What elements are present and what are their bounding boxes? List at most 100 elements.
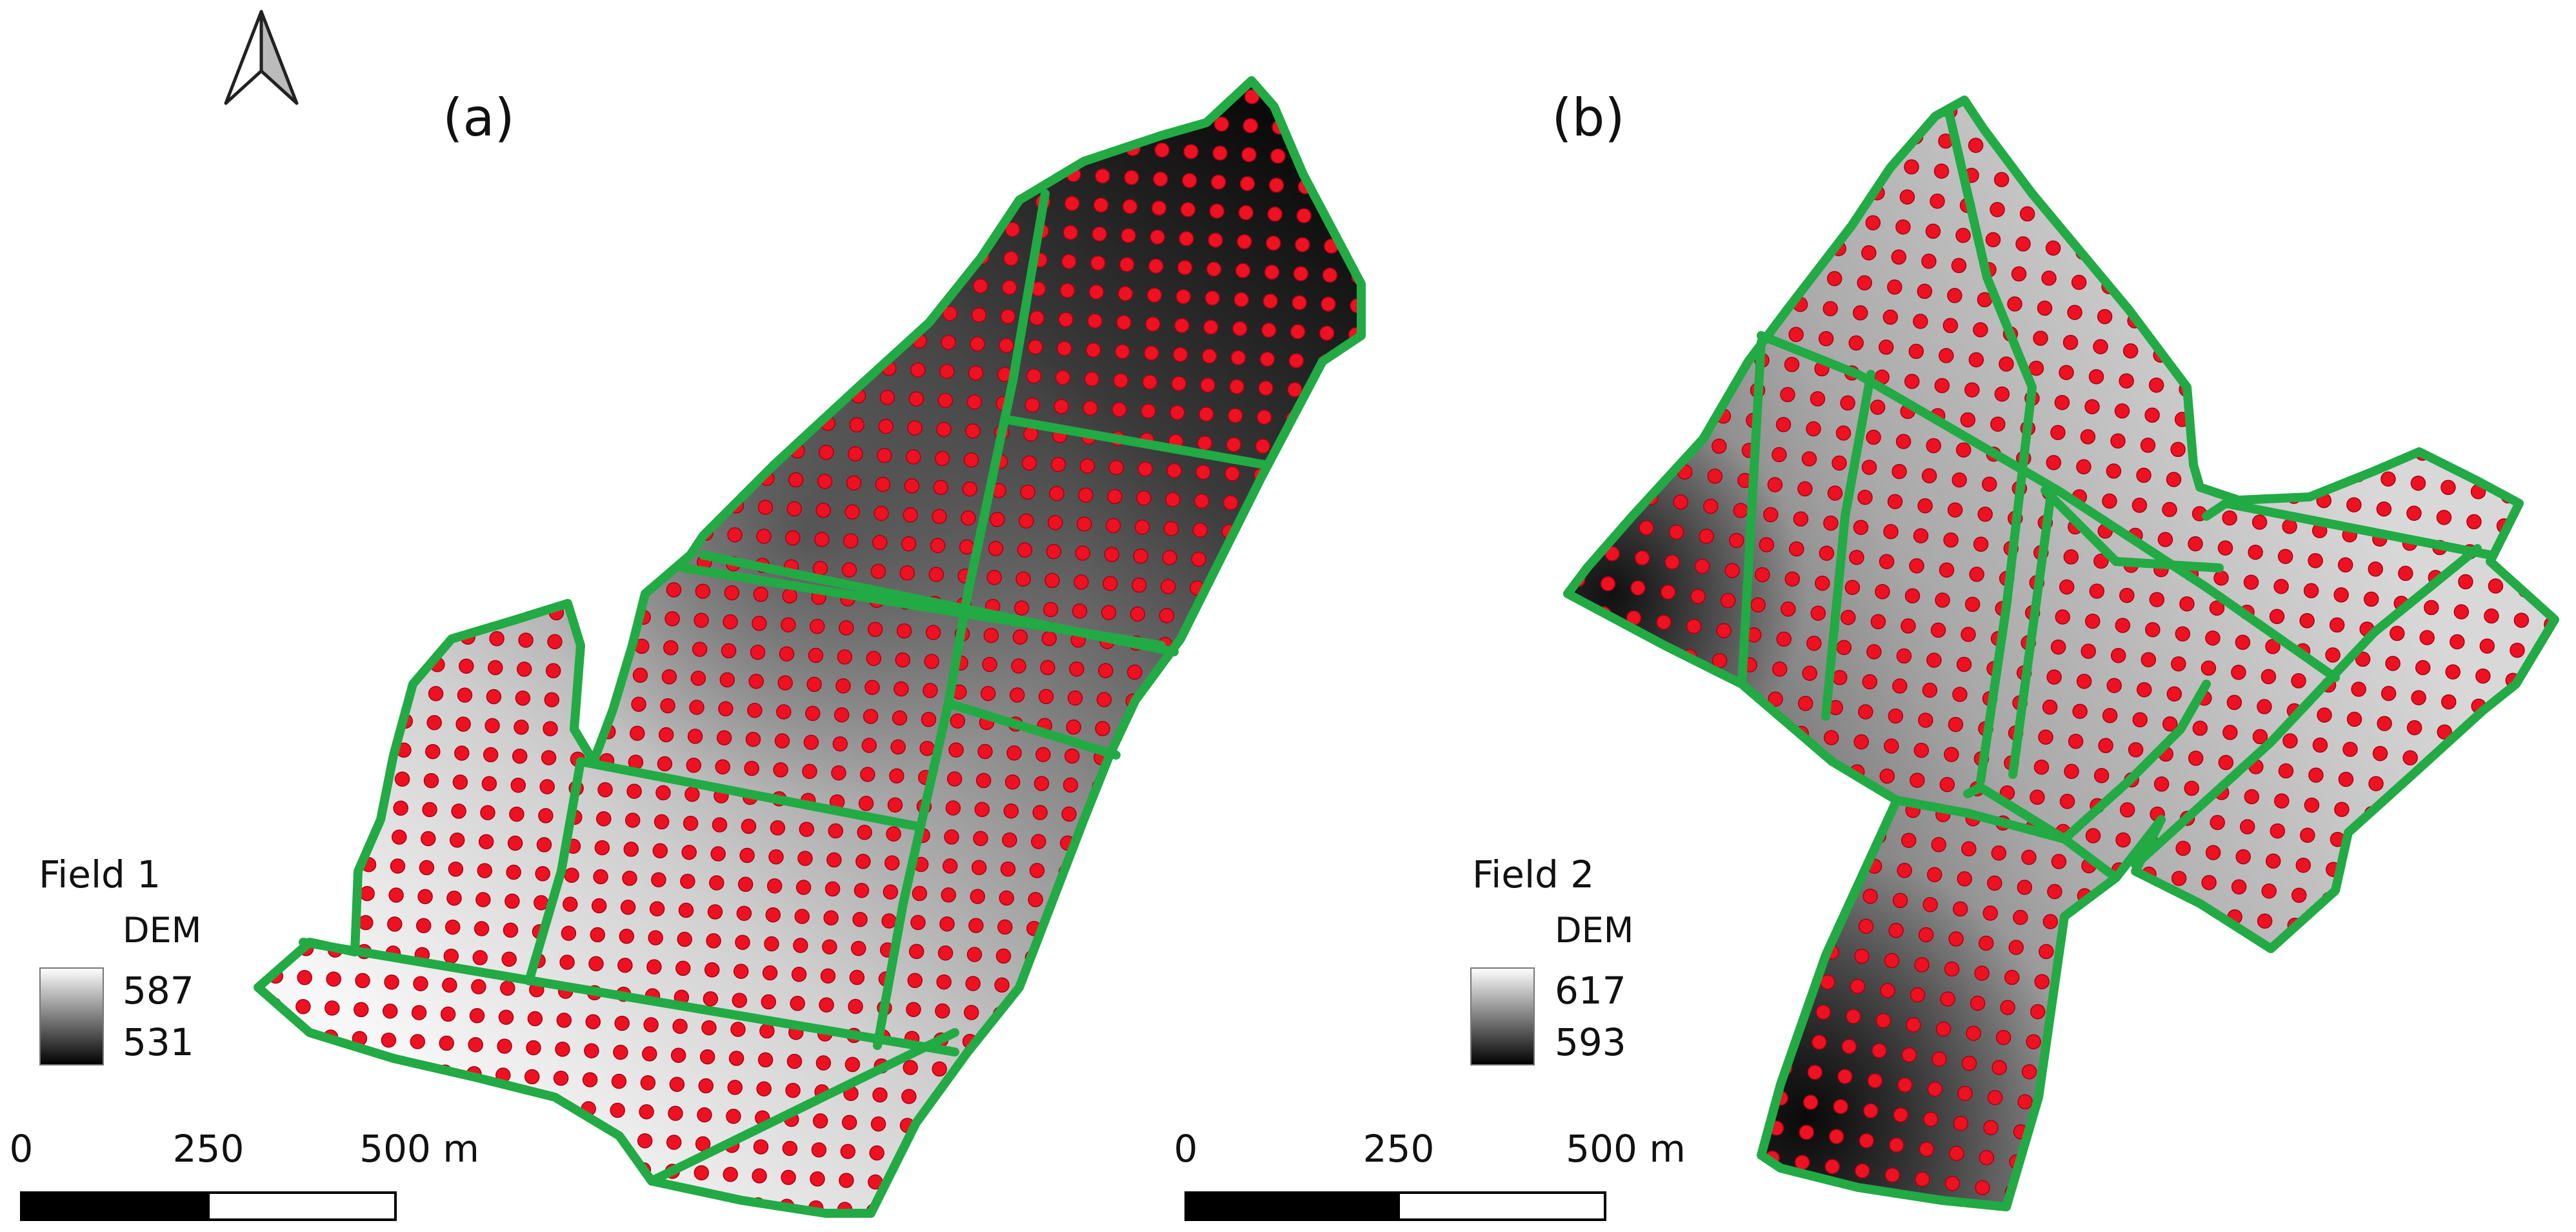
sample-point — [1191, 551, 1206, 567]
legend-ramp-2 — [1470, 967, 1535, 1065]
sample-point — [701, 1020, 717, 1036]
sample-point — [861, 738, 877, 753]
sample-point — [1328, 151, 1344, 167]
sample-point — [674, 437, 690, 452]
sample-point — [730, 469, 746, 485]
sample-point — [288, 591, 303, 607]
sample-point — [765, 907, 781, 923]
sample-point — [1145, 869, 1161, 885]
sample-point — [2358, 192, 2374, 208]
sample-point — [1200, 930, 1216, 945]
sample-point — [2212, 141, 2228, 157]
sample-point — [903, 507, 918, 523]
sample-point — [604, 85, 621, 100]
sample-point — [1334, 1140, 1350, 1156]
sample-point — [1040, 107, 1055, 123]
sample-point — [2535, 462, 2550, 478]
sample-point — [2398, 565, 2413, 581]
sample-point — [1233, 292, 1249, 308]
sample-point — [411, 452, 427, 468]
sample-point — [1583, 696, 1599, 712]
sample-point — [849, 417, 864, 433]
sample-point — [712, 817, 728, 833]
sample-point — [1346, 909, 1361, 924]
sample-point — [670, 1047, 686, 1063]
sample-point — [1861, 459, 1877, 475]
sample-point — [2308, 552, 2323, 569]
sample-point — [2424, 600, 2439, 616]
sample-point — [1896, 648, 1912, 664]
sample-point — [1781, 601, 1796, 617]
sample-point — [306, 796, 322, 811]
sample-point — [1009, 687, 1025, 703]
sample-point — [336, 768, 352, 784]
sample-point — [2021, 1064, 2037, 1080]
sample-point — [1083, 953, 1099, 969]
sample-point — [2116, 1047, 2132, 1062]
sample-point — [1630, 580, 1646, 596]
sample-point — [2184, 780, 2199, 796]
sample-point — [1568, 173, 1581, 188]
sample-point — [477, 310, 492, 326]
sample-point — [1183, 144, 1199, 159]
sample-point — [1568, 632, 1577, 647]
sample-point — [2059, 365, 2074, 380]
sample-point — [1072, 603, 1088, 619]
sample-point — [1981, 476, 1997, 492]
sample-point — [1122, 751, 1138, 767]
sample-point — [1066, 719, 1081, 735]
sample-point — [1355, 734, 1361, 750]
sample-point — [1634, 550, 1650, 566]
sample-point — [329, 913, 344, 929]
sample-point — [1583, 267, 1598, 283]
sample-point — [1646, 245, 1662, 261]
sample-point — [1044, 1125, 1060, 1141]
sample-point — [932, 509, 947, 524]
sample-point — [377, 538, 394, 554]
sample-point — [2239, 819, 2255, 834]
sample-point — [1648, 674, 1663, 690]
sample-point — [869, 1145, 884, 1161]
sample-point — [724, 585, 740, 601]
sample-point — [1875, 584, 1890, 600]
sample-point — [1797, 481, 1813, 497]
sample-point — [1028, 339, 1043, 355]
sample-point — [1858, 704, 1873, 720]
sample-point — [2408, 1149, 2423, 1165]
sample-point — [1789, 756, 1805, 771]
sample-point — [434, 570, 450, 585]
sample-point — [707, 904, 723, 920]
sample-point — [588, 956, 604, 972]
sample-point — [591, 898, 607, 914]
sample-point — [1110, 983, 1126, 999]
sample-point — [2535, 891, 2551, 907]
sample-point — [2406, 720, 2422, 736]
sample-point — [649, 348, 665, 364]
sample-point — [2356, 1080, 2371, 1096]
sample-point — [1305, 1139, 1321, 1155]
sample-point — [2013, 909, 2028, 925]
sample-point — [716, 730, 732, 746]
sample-point — [683, 815, 699, 831]
sample-point — [686, 758, 702, 773]
sample-point — [605, 637, 621, 652]
sample-point — [1682, 863, 1698, 879]
sample-point — [346, 1147, 361, 1162]
sample-point — [1747, 1056, 1762, 1072]
sample-point — [1901, 618, 1916, 634]
sample-point — [2513, 183, 2528, 199]
sample-point — [2376, 501, 2392, 517]
sample-point — [2401, 106, 2417, 122]
sample-point — [1772, 447, 1787, 463]
sample-point — [1211, 727, 1226, 743]
sample-point — [715, 759, 730, 774]
sample-point — [721, 643, 737, 659]
sample-point — [2304, 797, 2320, 813]
legend-subtitle-dem-1: DEM — [123, 910, 201, 951]
sample-point — [452, 774, 468, 790]
sample-point — [855, 854, 871, 869]
sample-point — [359, 333, 375, 349]
sample-point — [1012, 1182, 1028, 1197]
sample-point — [2162, 501, 2177, 518]
sample-point — [259, 590, 274, 605]
